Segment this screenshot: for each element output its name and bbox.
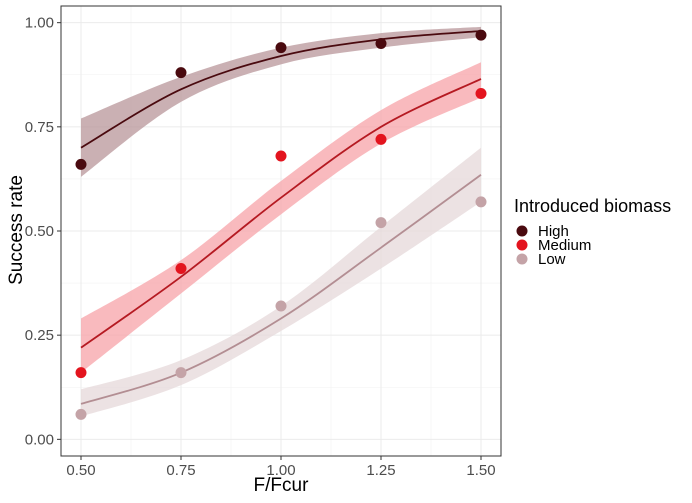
legend-label-medium: Medium xyxy=(538,237,591,254)
data-point-medium xyxy=(475,88,487,99)
x-tick-label: 1.00 xyxy=(266,462,295,479)
legend-key-high xyxy=(516,225,528,237)
data-point-medium xyxy=(275,150,287,162)
confidence-band-low xyxy=(81,147,481,417)
data-points xyxy=(75,29,487,420)
y-axis-title: Success rate xyxy=(6,175,27,285)
y-tick-label: 0.50 xyxy=(25,223,54,240)
legend-key-low xyxy=(516,253,528,265)
data-point-low xyxy=(475,196,487,208)
x-tick-label: 0.50 xyxy=(66,462,95,479)
fit-line-medium xyxy=(80,78,482,349)
y-tick-label: 0.25 xyxy=(25,327,54,344)
y-tick-label: 0.00 xyxy=(25,431,54,448)
data-point-medium xyxy=(375,133,387,145)
y-tick-label: 0.75 xyxy=(25,119,54,136)
legend-title: Introduced biomass xyxy=(514,196,671,216)
data-point-low xyxy=(175,367,187,379)
y-tick-label: 1.00 xyxy=(25,15,54,32)
data-point-medium xyxy=(75,367,87,379)
data-point-high xyxy=(175,67,187,79)
data-point-high xyxy=(275,42,287,54)
fit-line-high xyxy=(80,30,482,149)
x-tick-label: 0.75 xyxy=(166,462,195,479)
data-point-high xyxy=(375,38,387,49)
data-point-low xyxy=(275,300,287,312)
data-point-low xyxy=(75,408,87,420)
fit-lines xyxy=(80,30,482,405)
axes: 0.50 0.75 1.00 1.25 1.50 0.00 0.25 0.50 0.75 1.00 xyxy=(25,15,496,479)
fit-line-low xyxy=(80,174,482,405)
x-tick-label: 1.25 xyxy=(366,462,395,479)
data-point-high xyxy=(475,29,487,41)
legend-label-low: Low xyxy=(538,251,566,268)
legend-label-high: High xyxy=(538,223,569,240)
data-point-low xyxy=(375,217,387,229)
data-point-high xyxy=(75,158,87,170)
data-point-medium xyxy=(175,263,187,274)
legend-key-medium xyxy=(516,239,528,251)
x-tick-label: 1.50 xyxy=(466,462,495,479)
x-axis-title: F/Fcur xyxy=(254,475,310,496)
